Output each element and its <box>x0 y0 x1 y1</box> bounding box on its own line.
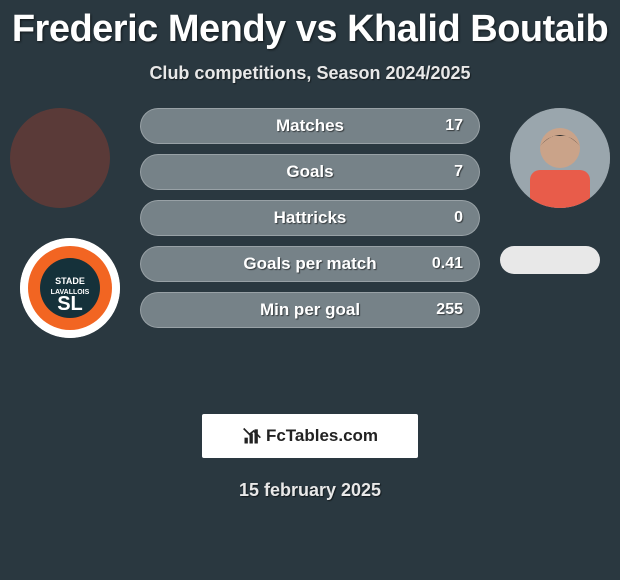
player-right-photo-placeholder <box>510 108 610 208</box>
stat-label: Goals <box>141 162 479 182</box>
player-left-club-badge: STADE LAVALLOIS SL <box>20 238 120 338</box>
player-left-avatar <box>10 108 110 208</box>
subtitle: Club competitions, Season 2024/2025 <box>0 63 620 84</box>
stat-row-goals: Goals 7 <box>140 154 480 190</box>
stat-right-value: 255 <box>436 301 463 319</box>
stat-label: Hattricks <box>141 208 479 228</box>
stat-row-matches: Matches 17 <box>140 108 480 144</box>
page-title: Frederic Mendy vs Khalid Boutaib <box>0 0 620 51</box>
club-badge-icon: STADE LAVALLOIS SL <box>20 238 120 338</box>
stat-label: Min per goal <box>141 300 479 320</box>
stat-rows: Matches 17 Goals 7 Hattricks 0 Goals per… <box>140 108 480 338</box>
brand-badge: FcTables.com <box>202 414 418 458</box>
svg-text:STADE: STADE <box>55 276 85 286</box>
stat-right-value: 0 <box>454 209 463 227</box>
stat-right-value: 17 <box>445 117 463 135</box>
stat-row-mpg: Min per goal 255 <box>140 292 480 328</box>
bar-chart-icon <box>242 426 262 446</box>
brand-text: FcTables.com <box>266 426 378 446</box>
player-right-club-badge <box>500 246 600 274</box>
comparison-panel: STADE LAVALLOIS SL Matches 17 Goals 7 Ha… <box>0 108 620 408</box>
stat-label: Goals per match <box>141 254 479 274</box>
stat-right-value: 0.41 <box>432 255 463 273</box>
stat-right-value: 7 <box>454 163 463 181</box>
stat-row-hattricks: Hattricks 0 <box>140 200 480 236</box>
player-right-avatar <box>510 108 610 208</box>
stat-label: Matches <box>141 116 479 136</box>
date-text: 15 february 2025 <box>0 480 620 501</box>
stat-row-gpm: Goals per match 0.41 <box>140 246 480 282</box>
svg-text:SL: SL <box>57 293 83 315</box>
